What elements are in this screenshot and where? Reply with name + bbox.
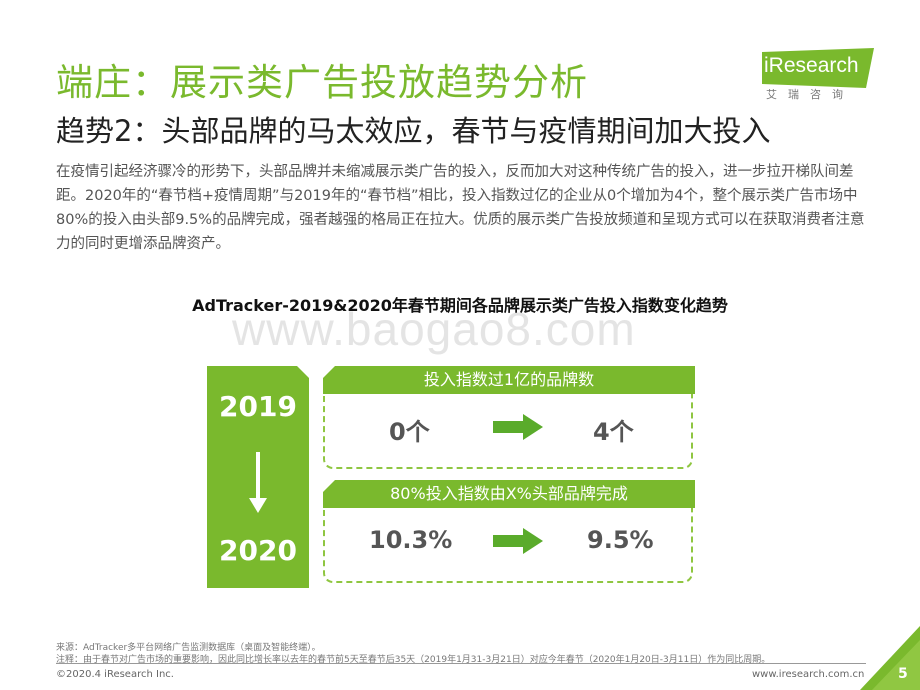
- iresearch-logo: iResearch 艾瑞咨询: [756, 48, 876, 104]
- watermark: www.baogao8.com: [232, 303, 636, 355]
- corner-decoration: [860, 626, 920, 690]
- panel-head-brand-share: 80%投入指数由X%头部品牌完成 10.3% 9.5%: [323, 480, 695, 583]
- description-paragraph: 在疫情引起经济骤冷的形势下，头部品牌并未缩减展示类广告的投入，反而加大对这种传统…: [56, 164, 865, 252]
- panel-heading-label: 投入指数过1亿的品牌数: [423, 370, 595, 389]
- year-from: 2019: [219, 390, 297, 423]
- panel-heading-notch: [323, 366, 335, 378]
- logo-subtext: 艾瑞咨询: [766, 88, 854, 101]
- logo-flag-shape: [762, 48, 874, 88]
- year-to: 2020: [219, 534, 297, 567]
- right-arrow-icon: [493, 528, 543, 554]
- value-to: 4个: [593, 418, 634, 446]
- down-arrow-icon: [249, 452, 267, 513]
- panel-brand-count: 投入指数过1亿的品牌数 0个 4个: [323, 366, 695, 469]
- chart-title: AdTracker-2019&2020年春节期间各品牌展示类广告投入指数变化趋势: [192, 296, 728, 315]
- value-from: 0个: [389, 418, 430, 446]
- footnote: 注释：由于春节对广告市场的重要影响，因此同比增长率以去年的春节前5天至春节后35…: [56, 655, 771, 665]
- page-title: 端庄：展示类广告投放趋势分析: [56, 61, 588, 104]
- year-box-notch: [296, 365, 310, 379]
- logo-text: iResearch: [764, 54, 859, 77]
- footer-divider: [56, 663, 866, 664]
- copyright: ©2020.4 iResearch Inc.: [56, 669, 174, 680]
- page-number: 5: [898, 666, 908, 682]
- year-column: 2019 2020: [207, 365, 310, 588]
- value-to: 9.5%: [587, 526, 654, 554]
- website-link[interactable]: www.iresearch.com.cn: [752, 669, 865, 680]
- panel-heading-label: 80%投入指数由X%头部品牌完成: [390, 484, 628, 503]
- panel-heading: 投入指数过1亿的品牌数: [323, 366, 695, 394]
- source-note: 来源：AdTracker多平台网络广告监测数据库（桌面及智能终端）。: [56, 643, 321, 653]
- panel-heading: 80%投入指数由X%头部品牌完成: [323, 480, 695, 508]
- right-arrow-icon: [493, 414, 543, 440]
- panel-heading-notch: [323, 480, 335, 492]
- value-from: 10.3%: [369, 526, 453, 554]
- page-subtitle: 趋势2：头部品牌的马太效应，春节与疫情期间加大投入: [56, 114, 771, 148]
